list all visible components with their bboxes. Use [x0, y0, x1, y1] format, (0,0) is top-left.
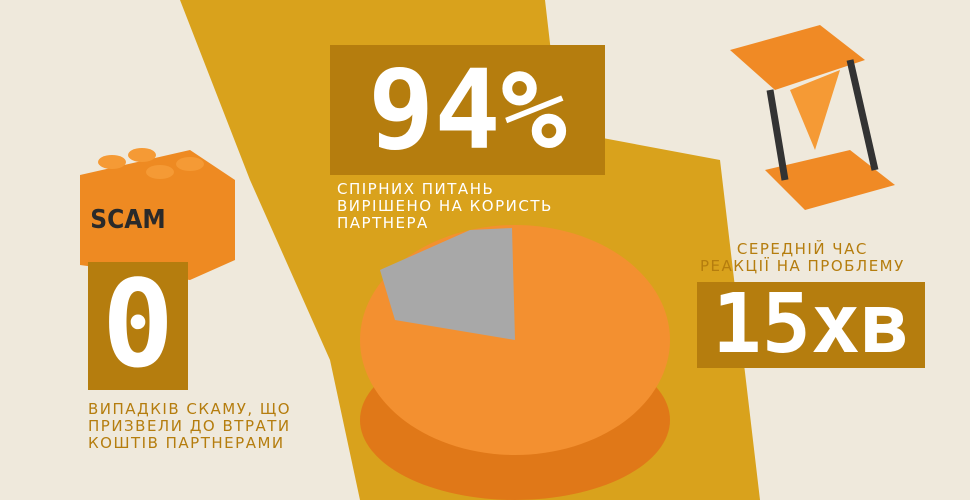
stat-label: ВИПАДКІВ СКАМУ, ЩО ПРИЗВЕЛИ ДО ВТРАТИ КОШТ…: [88, 401, 291, 452]
brick-studs: [98, 148, 204, 179]
hourglass-top: [730, 25, 865, 90]
label-line: КОШТІВ ПАРТНЕРАМИ: [88, 434, 285, 452]
stat-label: СПІРНИХ ПИТАНЬ ВИРІШЕНО НА КОРИСТЬ ПАРТНЕР…: [337, 181, 553, 232]
pie-gray-slice: [380, 228, 515, 340]
label-line: РЕАКЦІЇ НА ПРОБЛЕМУ: [700, 257, 905, 275]
stat-value: 0: [88, 262, 188, 390]
brick-label: SCAM: [90, 205, 165, 235]
brick: [80, 150, 235, 280]
hourglass-sand: [790, 70, 840, 150]
label-line: ВИПАДКІВ СКАМУ, ЩО: [88, 400, 292, 418]
hourglass-posts: [766, 59, 879, 181]
label-line: СЕРЕДНІЙ ЧАС: [736, 240, 868, 258]
label-line: ПРИЗВЕЛИ ДО ВТРАТИ: [88, 417, 291, 435]
label-line: ВИРІШЕНО НА КОРИСТЬ: [337, 197, 553, 215]
label-line: СПІРНИХ ПИТАНЬ: [337, 180, 495, 198]
stat-value: 94%: [330, 45, 605, 175]
stat-value: 15хв: [697, 282, 925, 368]
stat-label: СЕРЕДНІЙ ЧАС РЕАКЦІЇ НА ПРОБЛЕМУ: [700, 241, 905, 275]
hourglass-bottom: [765, 150, 895, 210]
label-line: ПАРТНЕРА: [337, 214, 429, 232]
